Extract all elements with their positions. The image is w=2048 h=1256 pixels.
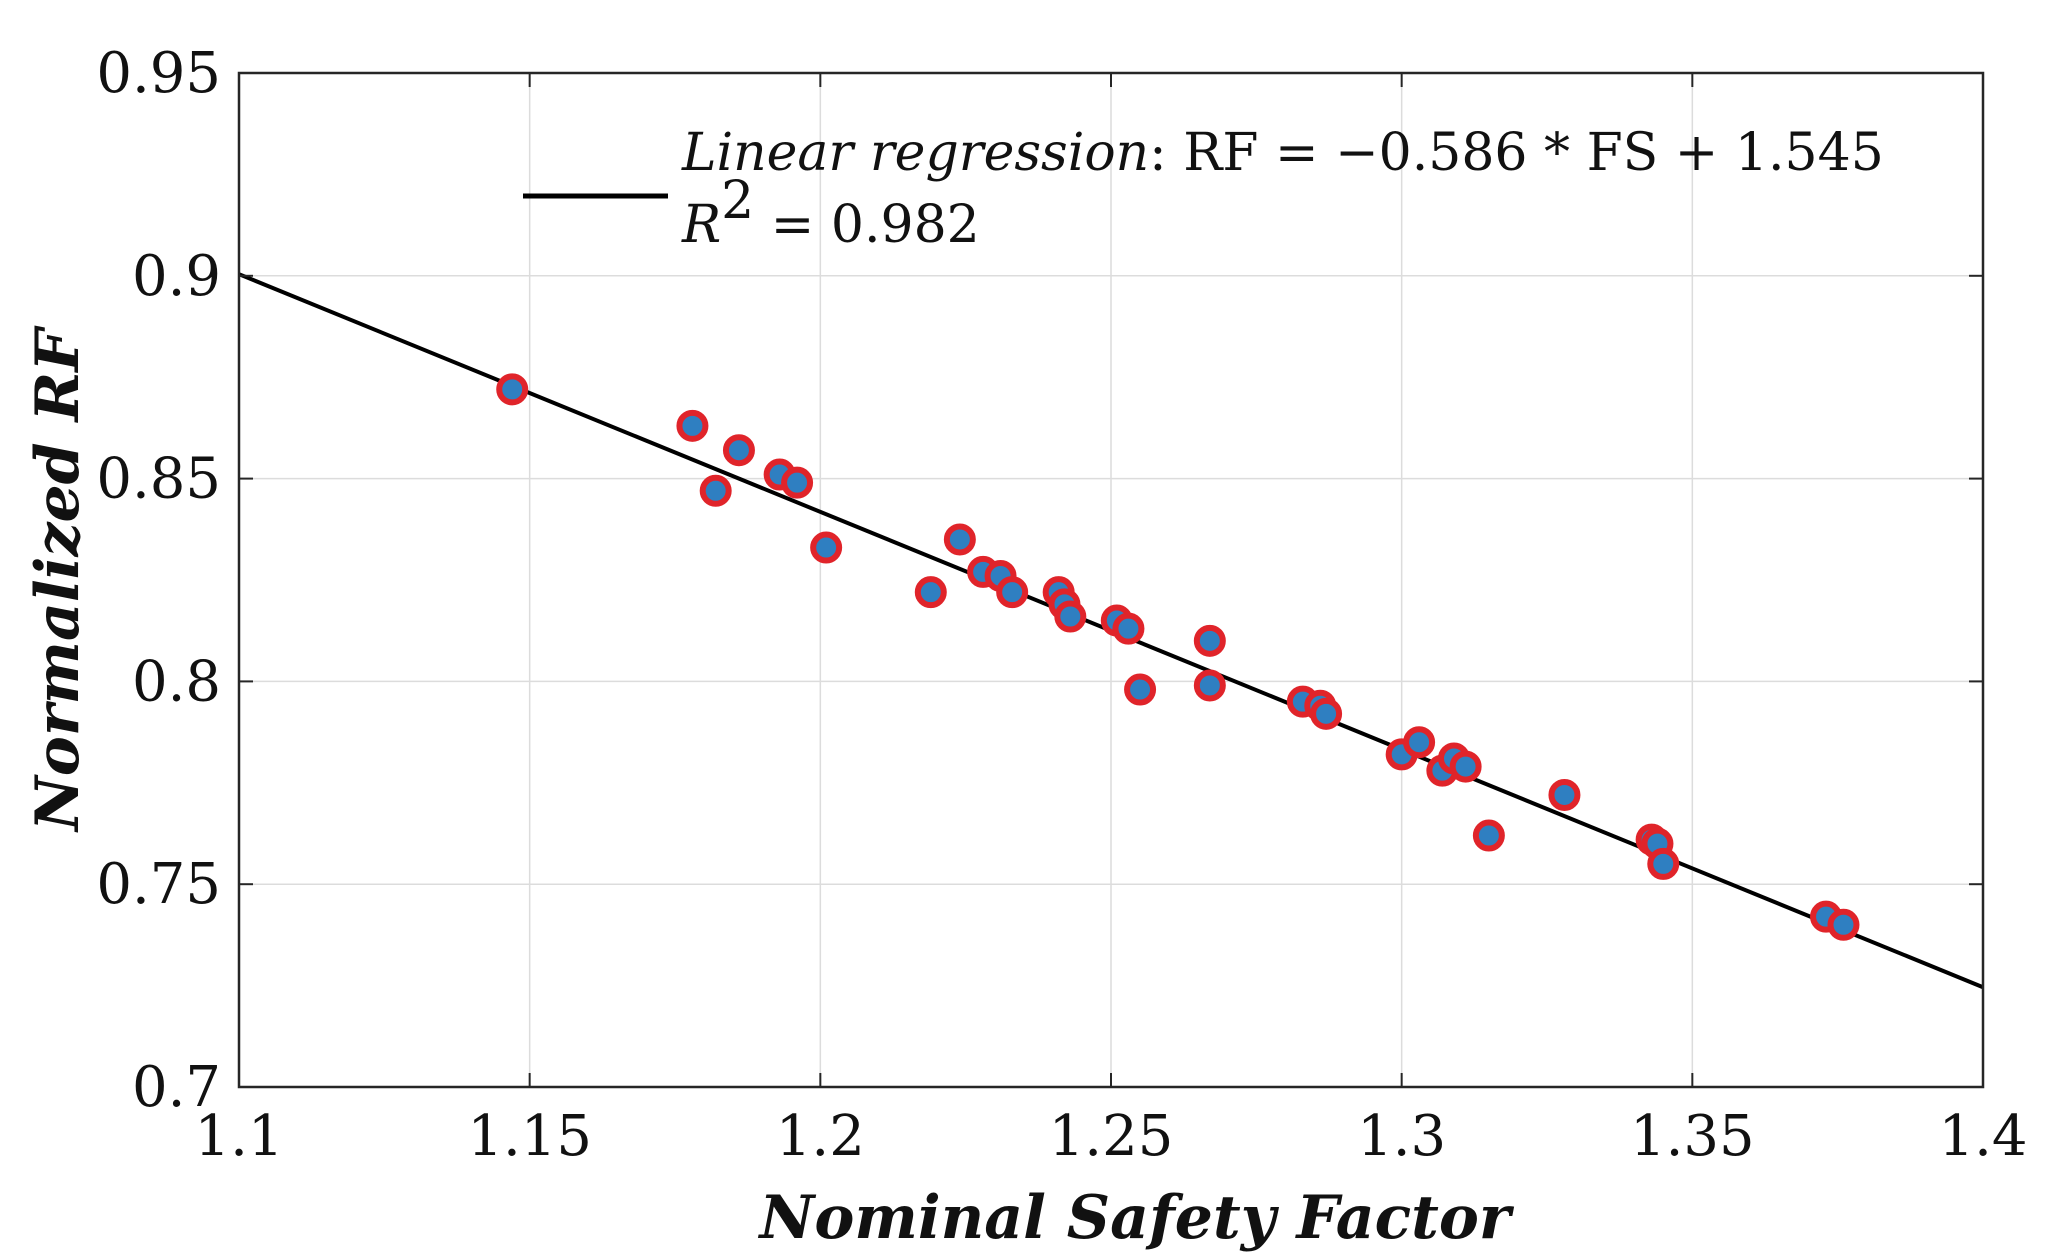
legend-r2-symbol: R [681,195,721,255]
data-point [914,576,947,609]
x-tick-label: 1.15 [467,1104,592,1169]
x-tick-label: 1.2 [776,1104,865,1169]
x-tick-label: 1.3 [1357,1104,1446,1169]
data-point [1548,778,1581,811]
data-point [1193,624,1226,657]
x-tick-label: 1.1 [194,1104,283,1169]
x-tick-label: 1.35 [1630,1104,1755,1169]
data-point [943,523,976,556]
data-point [810,531,843,564]
data-point [1647,847,1680,880]
y-tick-label: 0.85 [96,447,221,512]
legend-regression-label: Linear regression: RF = −0.586 * FS + 1.… [681,123,1884,183]
legend: Linear regression: RF = −0.586 * FS + 1.… [523,123,1884,255]
legend-r2-label: R2 = 0.982 [681,171,980,255]
data-point [1124,673,1157,706]
y-tick-label: 0.7 [132,1055,221,1120]
legend-equation: : RF = −0.586 * FS + 1.545 [1149,123,1884,183]
data-point [496,373,529,406]
legend-r2-exponent: 2 [721,171,754,231]
y-tick-label: 0.9 [132,244,221,309]
legend-r2-value: = 0.982 [754,195,980,255]
data-point [781,466,814,499]
y-tick-label: 0.95 [96,41,221,106]
data-point [1193,669,1226,702]
data-point [1472,819,1505,852]
data-point [1827,908,1860,941]
y-tick-label: 0.75 [96,852,221,917]
x-tick-labels: 1.1 1.15 1.2 1.25 1.3 1.35 1.4 [194,1104,2027,1169]
legend-lead: Linear regression [681,123,1149,183]
axis-ticks [238,72,1984,1088]
x-axis-title: Nominal Safety Factor [757,1183,1514,1253]
x-tick-label: 1.25 [1049,1104,1174,1169]
data-point [1403,726,1436,759]
data-point [1054,600,1087,633]
y-tick-labels: 0.7 0.75 0.8 0.85 0.9 0.95 [96,41,221,1120]
data-points [496,373,1860,941]
data-point [1112,612,1145,645]
data-point [699,474,732,507]
x-tick-label: 1.4 [1938,1104,2027,1169]
y-axis-title: Normalized RF [23,325,93,833]
data-point [722,434,755,467]
data-point [1449,750,1482,783]
data-point [996,576,1029,609]
y-tick-label: 0.8 [132,649,221,714]
data-point [676,409,709,442]
data-point [1310,697,1343,730]
